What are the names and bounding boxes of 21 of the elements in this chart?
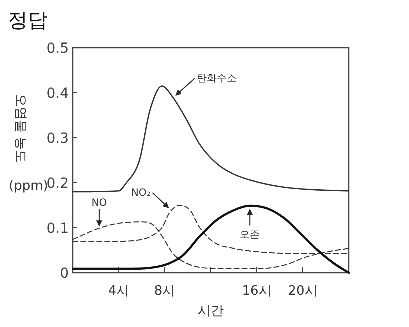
annotation: 탄화수소	[197, 74, 238, 84]
annotation: NO₂	[131, 188, 151, 199]
x-tick-label: 20시	[288, 284, 318, 299]
annotation: 오존	[240, 209, 260, 241]
x-tick-label: 8시	[154, 284, 176, 299]
x-tick-label: 4시	[108, 284, 130, 299]
annotation: NO	[92, 198, 108, 209]
x-axis-title: 시간	[198, 304, 224, 319]
chart-title: 정답	[8, 8, 48, 32]
x-tick-label: 16시	[242, 284, 272, 299]
y-tick-label: 0	[60, 266, 69, 282]
text: 오염물 농도 (ppm)	[9, 94, 48, 194]
annotation: NO₂	[131, 188, 170, 208]
annotation: 오존	[240, 230, 260, 241]
y-tick-label: 0.1	[46, 221, 69, 237]
y-tick-label: 0.2	[46, 176, 69, 192]
y-tick-label: 0.3	[46, 131, 69, 147]
y-tick-label: 0.5	[46, 41, 69, 57]
annotation: NO	[92, 198, 108, 227]
y-tick-label: 0.4	[46, 86, 70, 102]
annotation: 탄화수소	[176, 74, 238, 96]
